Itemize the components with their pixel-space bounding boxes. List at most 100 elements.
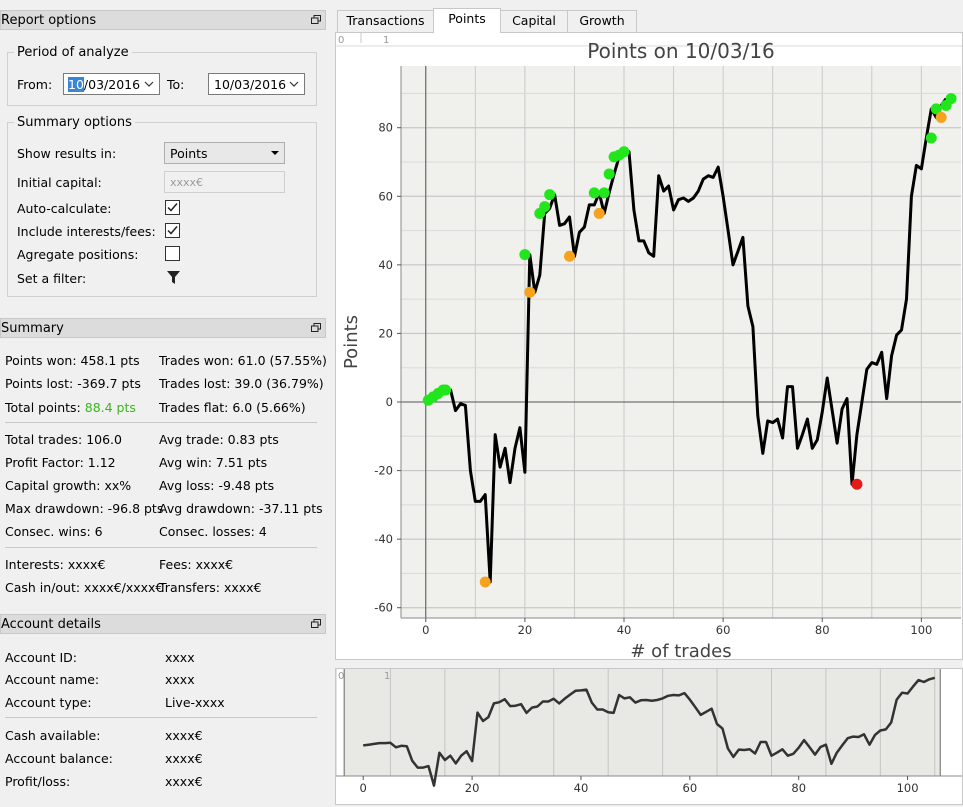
tab-growth[interactable]: Growth [567, 10, 637, 32]
x-tick-label: 100 [910, 623, 932, 637]
min-point-marker [851, 478, 863, 490]
total-points-label: Total points: [5, 400, 85, 415]
divider [5, 717, 317, 718]
interests: Interests: xxxx€ [5, 557, 106, 572]
show-results-value: Points [170, 146, 208, 161]
navigator-x-tick-label: 80 [791, 781, 806, 795]
period-group-title: Period of analyze [14, 45, 132, 60]
trades-lost: Trades lost: 39.0 (36.79%) [159, 376, 324, 391]
report-options-title: Report options [1, 13, 97, 28]
navigator-x-tick-label: 40 [574, 781, 589, 795]
from-date-rest: /03/2016 [83, 77, 141, 92]
points-series-line [424, 97, 948, 584]
chevron-down-icon[interactable] [143, 78, 155, 90]
pullback-marker [524, 286, 536, 298]
y-tick-label: -40 [374, 532, 393, 546]
avg-drawdown: Avg drawdown: -37.11 pts [159, 501, 323, 516]
x-tick-label: 60 [716, 623, 731, 637]
chart-title: Points on 10/03/16 [587, 39, 775, 63]
corner-label: 0 [338, 35, 344, 46]
summary-options-group: Summary options [7, 115, 317, 297]
transfers: Transfers: xxxx€ [159, 580, 262, 595]
divider [5, 547, 317, 548]
auto-calculate-checkbox[interactable] [165, 200, 180, 215]
summary-title: Summary [1, 321, 64, 336]
tab-points[interactable]: Points [433, 8, 501, 33]
aggregate-positions-checkbox[interactable] [165, 246, 180, 261]
aggregate-positions-label: Agregate positions: [17, 247, 139, 262]
auto-calculate-label: Auto-calculate: [17, 201, 112, 216]
navigator-series-line [363, 676, 936, 787]
tab-transactions[interactable]: Transactions [337, 10, 434, 32]
from-date-selected: 10 [68, 77, 84, 92]
account-id-value: xxxx [165, 650, 195, 665]
set-filter-label: Set a filter: [17, 271, 87, 286]
left-dock: Report options Period of analyze From: 1… [0, 0, 328, 805]
x-axis-label: # of trades [630, 641, 731, 659]
cash-available-value: xxxx€ [165, 728, 203, 743]
from-date-field[interactable]: 10/03/2016 [63, 73, 160, 95]
new-high-marker [588, 187, 600, 199]
initial-capital-placeholder: xxxx€ [170, 176, 204, 189]
tab-capital[interactable]: Capital [500, 10, 568, 32]
consec-losses: Consec. losses: 4 [159, 524, 267, 539]
y-tick-label: 40 [378, 258, 393, 272]
points-lost: Points lost: -369.7 pts [5, 376, 141, 391]
account-details-header: Account details [0, 614, 326, 634]
total-points-value: 88.4 pts [84, 400, 136, 415]
checkmark-icon [167, 203, 178, 212]
new-high-marker [945, 93, 957, 105]
new-high-marker [598, 187, 610, 199]
y-tick-label: 80 [378, 121, 393, 135]
new-high-marker [930, 103, 942, 115]
new-high-marker [519, 249, 531, 261]
new-high-marker [539, 201, 551, 213]
to-label: To: [167, 77, 185, 92]
total-points: Total points: 88.4 pts [5, 400, 136, 415]
cash-in-out: Cash in/out: xxxx€/xxxx€ [5, 580, 164, 595]
summary-options-title: Summary options [14, 115, 135, 130]
avg-trade: Avg trade: 0.83 pts [159, 432, 279, 447]
y-tick-label: 60 [378, 189, 393, 203]
avg-win: Avg win: 7.51 pts [159, 455, 268, 470]
corner-label: 0 [338, 671, 344, 682]
pullback-marker [563, 250, 575, 262]
filter-icon[interactable] [166, 270, 181, 285]
consec-wins: Consec. wins: 6 [5, 524, 103, 539]
dropdown-arrow-icon[interactable] [270, 149, 280, 157]
cash-available-label: Cash available: [5, 728, 101, 743]
x-tick-label: 20 [518, 623, 533, 637]
from-label: From: [17, 77, 53, 92]
account-name-value: xxxx [165, 672, 195, 687]
points-won: Points won: 458.1 pts [5, 353, 140, 368]
account-balance-value: xxxx€ [165, 751, 203, 766]
new-high-marker [440, 384, 452, 396]
plot-area [401, 66, 961, 618]
fees: Fees: xxxx€ [159, 557, 234, 572]
navigator-x-tick-label: 0 [360, 781, 367, 795]
checkmark-icon [167, 226, 178, 235]
account-details-title: Account details [1, 617, 101, 632]
pullback-marker [593, 207, 605, 219]
float-panel-icon[interactable] [311, 323, 321, 332]
range-navigator[interactable]: 0 10 20 40 60 80 100 [335, 669, 962, 804]
chevron-down-icon[interactable] [288, 78, 300, 90]
y-tick-label: -20 [374, 464, 393, 478]
new-high-marker [925, 132, 937, 144]
navigator-x-tick-label: 20 [465, 781, 480, 795]
include-interests-checkbox[interactable] [165, 223, 180, 238]
account-balance-label: Account balance: [5, 751, 113, 766]
float-panel-icon[interactable] [311, 15, 321, 24]
show-results-select[interactable]: Points [164, 142, 285, 164]
pullback-marker [479, 576, 491, 588]
y-tick-label: 20 [378, 326, 393, 340]
x-tick-label: 80 [815, 623, 830, 637]
new-high-marker [618, 146, 630, 158]
to-date-field[interactable]: 10/03/2016 [208, 73, 305, 95]
account-name-label: Account name: [5, 672, 100, 687]
x-tick-label: 40 [617, 623, 632, 637]
navigator-pane: 0 1 0 20 40 60 80 100 [335, 668, 963, 805]
initial-capital-input[interactable]: xxxx€ [164, 171, 285, 193]
float-panel-icon[interactable] [311, 619, 321, 628]
